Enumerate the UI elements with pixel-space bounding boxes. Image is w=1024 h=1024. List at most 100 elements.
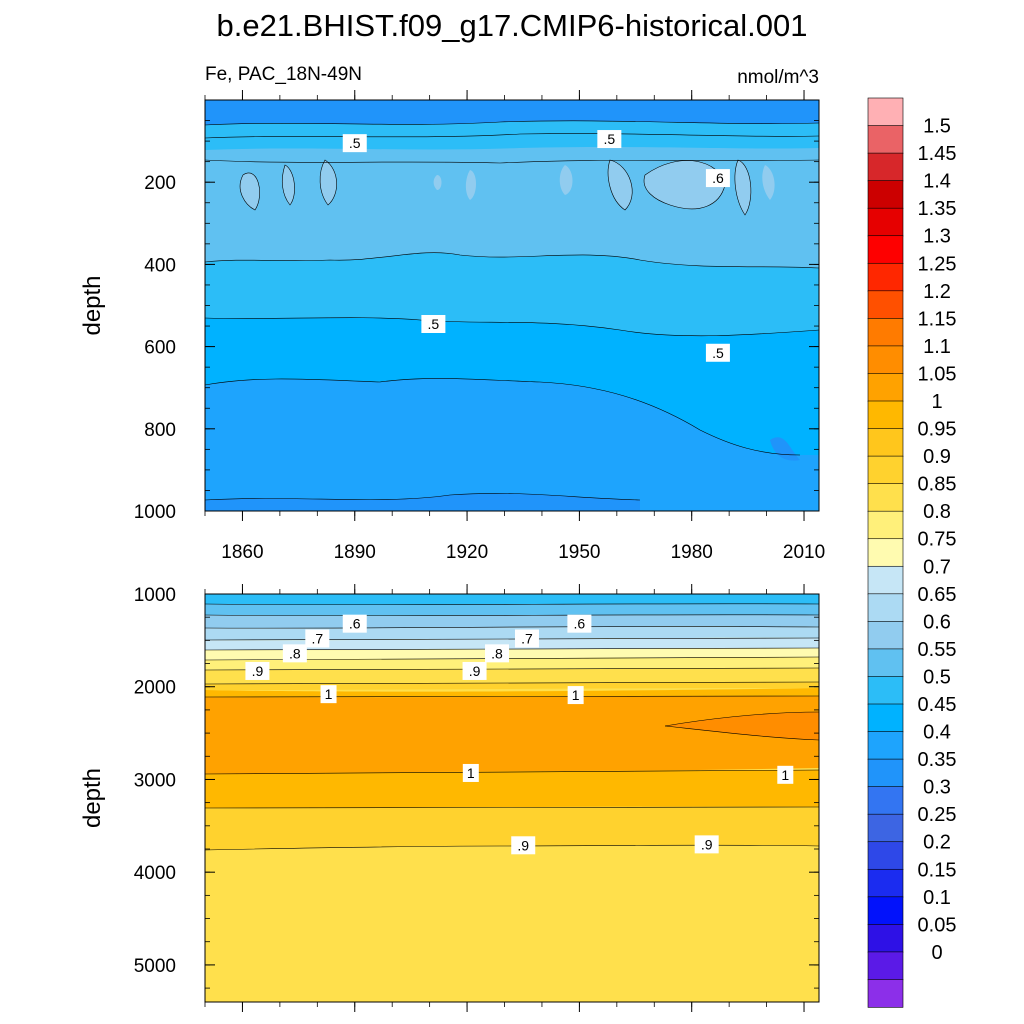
upper-y-tick-label: 800	[144, 420, 176, 441]
x-tick-label: 2010	[783, 542, 825, 563]
colorbar-label: 0.55	[918, 639, 957, 661]
colorbar-swatch	[867, 207, 904, 237]
colorbar-swatch	[867, 868, 904, 898]
contour-label-box	[777, 765, 794, 784]
contour-labels-layer: .5 .5 .6 .5 .5 .6 .6 .7 .7 .8 .8 .9 .9 1 1 1 1 .9 .9	[245, 130, 794, 855]
colorbar-swatch	[867, 703, 904, 733]
contour-label: 1	[325, 686, 333, 702]
colorbar-swatch	[867, 621, 904, 650]
contour-label-box	[597, 130, 622, 149]
colorbar-swatch	[867, 758, 904, 788]
axes-layer: 200 400 600 800 1000 1860 1890 1920 1950 1980 2010…	[79, 90, 825, 1012]
contour-label: .6	[349, 616, 361, 632]
colorbar-label: 1.15	[918, 308, 957, 330]
contour-label: .6	[574, 616, 586, 632]
contour-label-box	[567, 686, 584, 705]
colorbar-swatch	[867, 979, 904, 1008]
colorbar-swatch	[867, 565, 904, 595]
contour-label-box	[342, 134, 367, 153]
colorbar-label: 1.45	[918, 143, 957, 165]
contour-label: .6	[712, 170, 724, 186]
contour-label-box	[462, 661, 487, 680]
lower-y-axis-label: depth	[79, 768, 106, 828]
colorbar-label: 0	[931, 942, 942, 964]
colorbar-swatch	[867, 428, 904, 457]
contour-label: .9	[469, 663, 481, 679]
colorbar-label: 1.4	[923, 171, 951, 193]
colorbar-label: 0.45	[918, 694, 957, 716]
colorbar-label: 0.3	[923, 777, 951, 799]
lower-y-tick-label: 1000	[134, 585, 176, 606]
colorbar-label: 0.8	[923, 501, 951, 523]
colorbar-label: 1.2	[923, 281, 951, 303]
colorbar-swatch	[867, 97, 904, 127]
colorbar-swatch	[867, 318, 904, 347]
x-tick-label: 1860	[221, 542, 263, 563]
upper-y-tick-label: 400	[144, 255, 176, 276]
upper-y-tick-label: 200	[144, 173, 176, 194]
colorbar-label: 0.4	[923, 722, 951, 744]
variable-label: Fe, PAC_18N-49N	[205, 64, 362, 85]
colorbar-swatch	[867, 373, 904, 402]
upper-panel-fill	[205, 100, 819, 511]
colorbar-swatch	[867, 290, 904, 320]
contour-label-box	[305, 629, 330, 648]
contour-label: .5	[428, 316, 440, 332]
contour-label: .9	[701, 836, 713, 852]
colorbar-label: 0.95	[918, 419, 957, 441]
colorbar-swatch	[867, 125, 904, 154]
colorbar-swatch	[867, 262, 904, 292]
contour-label: .5	[712, 345, 724, 361]
colorbar-label: 0.65	[918, 584, 957, 606]
contour-label-box	[567, 614, 592, 633]
lower-panel-fill	[205, 594, 819, 1002]
colorbar-swatch	[867, 648, 904, 678]
contour-label-box	[511, 836, 536, 855]
colorbar-label: 0.85	[918, 474, 957, 496]
x-tick-label: 1920	[446, 542, 488, 563]
colorbar-label: 0.75	[918, 529, 957, 551]
colorbar-swatch	[867, 924, 904, 953]
contour-label-box	[282, 644, 307, 663]
lower-y-tick-label: 4000	[134, 863, 176, 884]
contour-label-box	[705, 169, 730, 188]
colorbar: 1.5 1.45 1.4 1.35 1.3 1.25 1.2 1.15 1.1 1.05 1 0.95…	[867, 97, 957, 1008]
upper-y-tick-label: 1000	[134, 502, 176, 523]
colorbar-swatch	[867, 593, 904, 623]
colorbar-swatch	[867, 676, 904, 705]
contour-label: 1	[467, 765, 475, 781]
colorbar-label: 0.05	[918, 914, 957, 936]
colorbar-swatch	[867, 951, 904, 981]
colorbar-swatch	[867, 841, 904, 870]
colorbar-swatch	[867, 510, 904, 540]
colorbar-swatch	[867, 345, 904, 375]
upper-y-axis-label: depth	[79, 275, 106, 335]
colorbar-swatch	[867, 483, 904, 512]
colorbar-swatch	[867, 813, 904, 843]
contour-label: .8	[289, 645, 301, 661]
colorbar-label: 0.15	[918, 859, 957, 881]
x-tick-label: 1980	[671, 542, 713, 563]
contour-label: .5	[603, 131, 615, 147]
colorbar-label: 0.7	[923, 556, 951, 578]
colorbar-swatch	[867, 152, 904, 182]
lower-y-tick-label: 3000	[134, 770, 176, 791]
colorbar-label: 1.3	[923, 226, 951, 248]
contour-label-box	[320, 685, 337, 704]
colorbar-label: 0.5	[923, 666, 951, 688]
contour-label: 1	[572, 687, 580, 703]
contour-label-box	[342, 614, 367, 633]
colorbar-swatch	[867, 400, 904, 430]
contour-label: .9	[517, 837, 529, 853]
chart-title: b.e21.BHIST.f09_g17.CMIP6-historical.001	[216, 8, 807, 43]
units-label: nmol/m^3	[737, 67, 819, 88]
contour-label: 1	[781, 767, 789, 783]
colorbar-label: 0.2	[923, 832, 951, 854]
lower-plot-frame	[204, 593, 820, 1003]
colorbar-label: 0.25	[918, 804, 957, 826]
contour-label: .7	[521, 631, 533, 647]
contour-label: .7	[311, 631, 323, 647]
colorbar-swatch	[867, 455, 904, 485]
colorbar-swatch	[867, 235, 904, 264]
